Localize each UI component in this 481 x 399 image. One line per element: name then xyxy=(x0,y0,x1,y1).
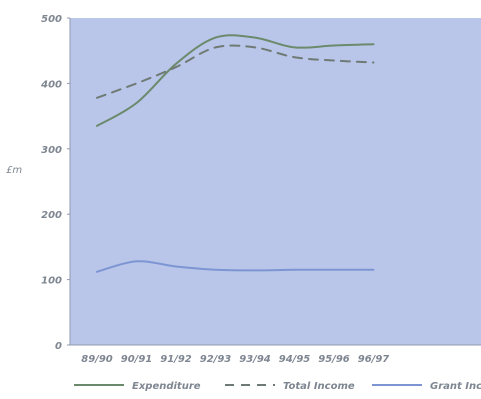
x-tick-label: 93/94 xyxy=(239,354,271,365)
axes xyxy=(67,17,481,346)
series-line-expenditure xyxy=(96,34,375,127)
series-line-grant-income xyxy=(96,260,375,273)
y-tick-labels: 0 100 200 300 400 500 xyxy=(40,14,62,352)
y-tick-label: 0 xyxy=(55,341,62,352)
x-tick-label: 96/97 xyxy=(358,354,390,365)
y-tick-label: 500 xyxy=(41,14,62,25)
x-tick-label: 89/90 xyxy=(81,354,113,365)
x-tick-label: 91/92 xyxy=(160,354,192,365)
legend-label-grant-income: Grant Income xyxy=(430,381,481,392)
legend-label-expenditure: Expenditure xyxy=(132,381,201,392)
x-tick-labels: 89/90 90/91 91/92 92/93 93/94 94/95 95/96 96/97 xyxy=(81,354,389,365)
x-tick-label: 95/96 xyxy=(318,354,350,365)
series-line-total-income xyxy=(96,44,375,99)
series-lines xyxy=(96,34,375,273)
legend: Expenditure Total Income Grant Income xyxy=(74,381,481,392)
y-axis-label: £m xyxy=(6,165,22,176)
y-tick-label: 200 xyxy=(41,210,62,221)
x-tick-label: 94/95 xyxy=(279,354,311,365)
y-tick-label: 100 xyxy=(41,276,62,287)
y-tick-label: 300 xyxy=(41,145,62,156)
x-tick-label: 90/91 xyxy=(121,354,152,365)
legend-label-total-income: Total Income xyxy=(283,381,355,392)
y-tick-label: 400 xyxy=(40,79,62,90)
x-tick-label: 92/93 xyxy=(200,354,232,365)
plot-area xyxy=(70,18,481,345)
